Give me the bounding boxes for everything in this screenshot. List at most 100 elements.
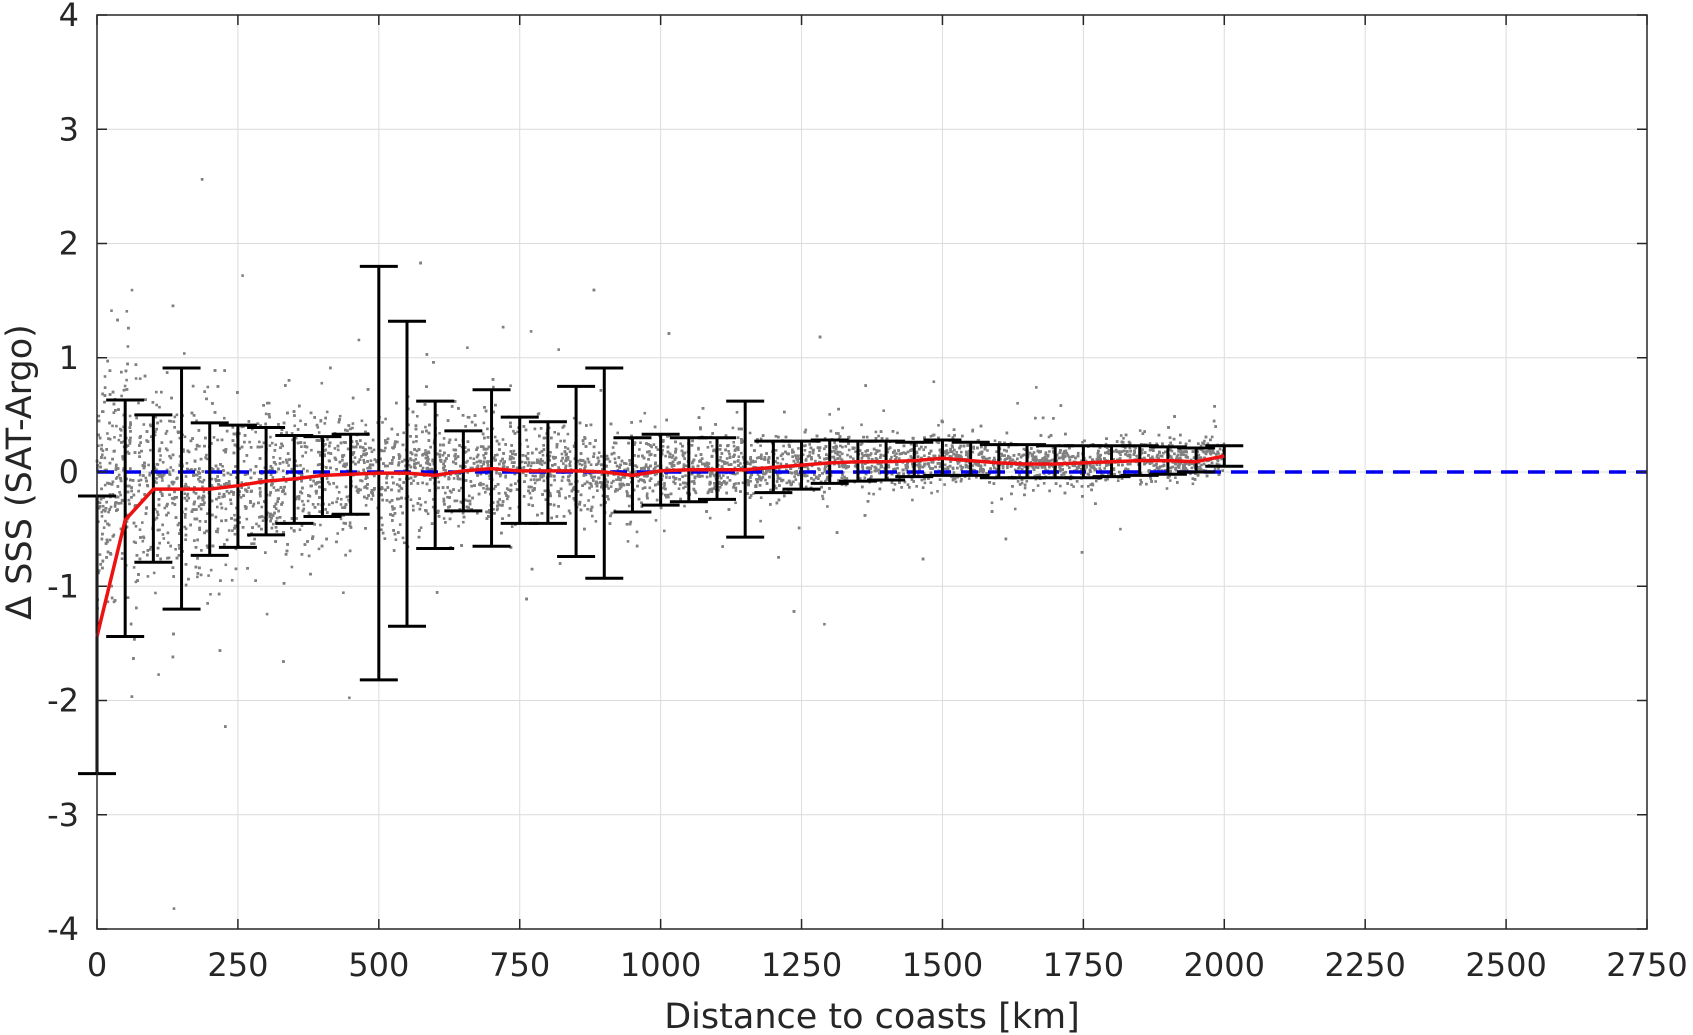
scatter-point <box>815 475 818 479</box>
scatter-point <box>971 472 974 476</box>
scatter-point <box>134 525 138 528</box>
scatter-point <box>337 491 341 494</box>
scatter-point <box>333 447 337 450</box>
scatter-point <box>137 401 140 405</box>
scatter-point <box>248 440 251 444</box>
scatter-point <box>764 478 767 482</box>
scatter-point <box>442 497 446 501</box>
scatter-point <box>568 463 571 466</box>
scatter-point <box>937 441 940 445</box>
scatter-point <box>834 451 837 455</box>
scatter-point <box>713 482 716 485</box>
scatter-point <box>1024 448 1027 452</box>
scatter-point <box>323 422 327 425</box>
scatter-point <box>592 452 596 455</box>
scatter-point <box>184 527 188 531</box>
scatter-point <box>197 505 201 508</box>
scatter-point <box>486 427 489 431</box>
scatter-point <box>300 491 304 495</box>
scatter-point <box>1177 462 1181 465</box>
scatter-point <box>1048 450 1051 453</box>
scatter-point <box>864 450 867 453</box>
scatter-point <box>186 492 190 496</box>
scatter-point <box>315 492 318 495</box>
scatter-point <box>359 479 362 482</box>
scatter-point <box>375 459 378 462</box>
scatter-point <box>98 553 102 556</box>
scatter-point <box>203 501 206 505</box>
scatter-point <box>512 457 515 460</box>
scatter-point <box>366 466 369 470</box>
scatter-point <box>401 536 405 540</box>
scatter-point <box>173 415 177 419</box>
scatter-point <box>391 475 394 479</box>
scatter-point <box>504 474 507 478</box>
scatter-point <box>823 437 827 440</box>
scatter-point <box>438 432 441 435</box>
scatter-point <box>172 480 176 484</box>
scatter-point <box>492 508 495 511</box>
scatter-point <box>506 497 509 501</box>
scatter-point <box>222 449 226 452</box>
scatter-point <box>1042 482 1046 485</box>
scatter-point <box>130 288 134 292</box>
scatter-point <box>306 499 310 503</box>
scatter-point <box>529 478 533 482</box>
scatter-point <box>317 547 321 551</box>
scatter-point <box>639 419 642 423</box>
scatter-point <box>644 463 648 466</box>
scatter-point <box>1081 441 1084 444</box>
scatter-point <box>896 466 899 470</box>
scatter-point <box>1122 449 1126 453</box>
scatter-point <box>120 394 123 398</box>
scatter-point <box>375 460 378 464</box>
scatter-point <box>360 419 364 423</box>
scatter-point <box>169 466 173 469</box>
scatter-point <box>341 454 344 457</box>
scatter-point <box>1007 445 1010 449</box>
scatter-point <box>639 441 642 444</box>
scatter-point <box>931 434 934 437</box>
scatter-point <box>300 445 303 448</box>
scatter-point <box>1170 449 1174 453</box>
scatter-point <box>1104 458 1107 462</box>
scatter-point <box>205 453 208 457</box>
scatter-point <box>967 477 971 480</box>
scatter-point <box>626 540 630 543</box>
scatter-point <box>438 453 442 456</box>
scatter-point <box>316 426 320 429</box>
scatter-point <box>230 579 234 582</box>
scatter-point <box>718 480 721 484</box>
scatter-point <box>1003 448 1006 452</box>
scatter-point <box>274 443 277 447</box>
scatter-point <box>1181 466 1185 470</box>
scatter-point <box>438 449 442 453</box>
scatter-point <box>163 506 167 510</box>
scatter-point <box>184 475 188 478</box>
scatter-point <box>625 490 628 493</box>
scatter-point <box>861 462 864 466</box>
scatter-point <box>1185 462 1188 465</box>
scatter-point <box>351 422 355 425</box>
scatter-point <box>424 449 427 452</box>
scatter-point <box>1149 477 1153 481</box>
scatter-point <box>109 505 113 509</box>
scatter-point <box>1206 442 1210 445</box>
scatter-point <box>197 496 200 500</box>
scatter-point <box>852 457 855 460</box>
scatter-point <box>187 450 191 454</box>
scatter-point <box>532 478 536 481</box>
scatter-point <box>758 477 761 481</box>
scatter-point <box>867 492 871 495</box>
scatter-point <box>416 415 419 418</box>
scatter-point <box>285 431 288 434</box>
scatter-point <box>741 481 745 485</box>
scatter-point <box>113 504 117 507</box>
scatter-point <box>1129 462 1132 466</box>
scatter-point <box>694 454 698 457</box>
scatter-point <box>336 448 340 452</box>
scatter-point <box>728 452 731 456</box>
scatter-point <box>168 454 171 458</box>
scatter-point <box>945 449 949 452</box>
